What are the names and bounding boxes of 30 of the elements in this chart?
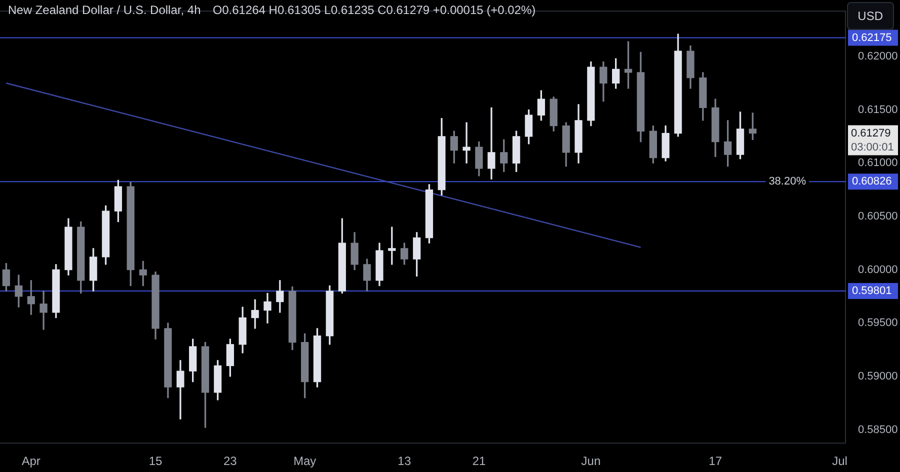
ref-line-label: 0.62175	[852, 32, 892, 44]
x-tick-label: 23	[223, 454, 238, 468]
y-tick-label: 0.59000	[858, 370, 898, 382]
text: 03:00:01	[851, 141, 894, 154]
x-tick-label: 13	[398, 454, 412, 468]
y-tick-label: 0.61500	[858, 104, 898, 116]
ref-line-label: 0.60826	[852, 176, 892, 188]
candlestick	[462, 122, 470, 164]
x-tick-label: Apr	[22, 454, 40, 468]
y-tick-label: 0.59500	[858, 317, 898, 330]
annotation: 38.20%	[768, 176, 806, 188]
y-tick-label: 0.60500	[858, 210, 898, 222]
candlestick	[139, 260, 147, 286]
y-tick-label: 0.61000	[858, 157, 898, 170]
ref-line-label: 0.59801	[852, 285, 892, 298]
x-tick-label: 21	[472, 454, 486, 468]
y-tick-label: 0.62000	[858, 50, 898, 62]
x-tick-label: Jun	[581, 454, 601, 468]
candlestick	[40, 290, 48, 330]
chart-subtitle: O0.61264 H0.61305 L0.61235 C0.61279 +0.00015 (+0.02%)	[212, 3, 536, 17]
text: 0.61279	[851, 127, 891, 140]
candlestick	[488, 107, 496, 180]
y-tick-label: 0.58500	[858, 424, 898, 436]
x-tick-label: May	[293, 454, 316, 468]
x-tick-label: 17	[708, 454, 722, 468]
x-tick-label: Jul	[832, 454, 848, 468]
y-tick-label: 0.60000	[858, 264, 898, 276]
y-axis-title: USD	[846, 2, 894, 30]
chart-title: New Zealand Dollar / U.S. Dollar, 4h	[8, 3, 201, 17]
x-tick-label: 15	[148, 454, 163, 468]
